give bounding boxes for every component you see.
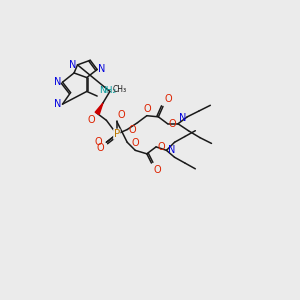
Text: P: P <box>114 129 120 139</box>
Text: N: N <box>54 99 61 109</box>
Text: O: O <box>131 139 139 148</box>
Text: O: O <box>157 142 165 152</box>
Text: N: N <box>54 77 61 87</box>
Text: N: N <box>168 145 175 155</box>
Text: O: O <box>128 124 136 135</box>
Text: O: O <box>118 110 126 120</box>
Text: O: O <box>88 115 95 124</box>
Text: O: O <box>143 104 151 114</box>
Text: O: O <box>153 165 161 175</box>
Polygon shape <box>95 103 103 115</box>
Text: O: O <box>94 137 102 147</box>
Text: O: O <box>97 143 104 153</box>
Text: N: N <box>98 64 106 74</box>
Text: N: N <box>69 60 76 70</box>
Text: O: O <box>165 94 172 104</box>
Text: CH₃: CH₃ <box>112 85 127 94</box>
Text: NH₂: NH₂ <box>99 86 116 95</box>
Text: O: O <box>169 119 176 129</box>
Text: N: N <box>179 112 187 123</box>
